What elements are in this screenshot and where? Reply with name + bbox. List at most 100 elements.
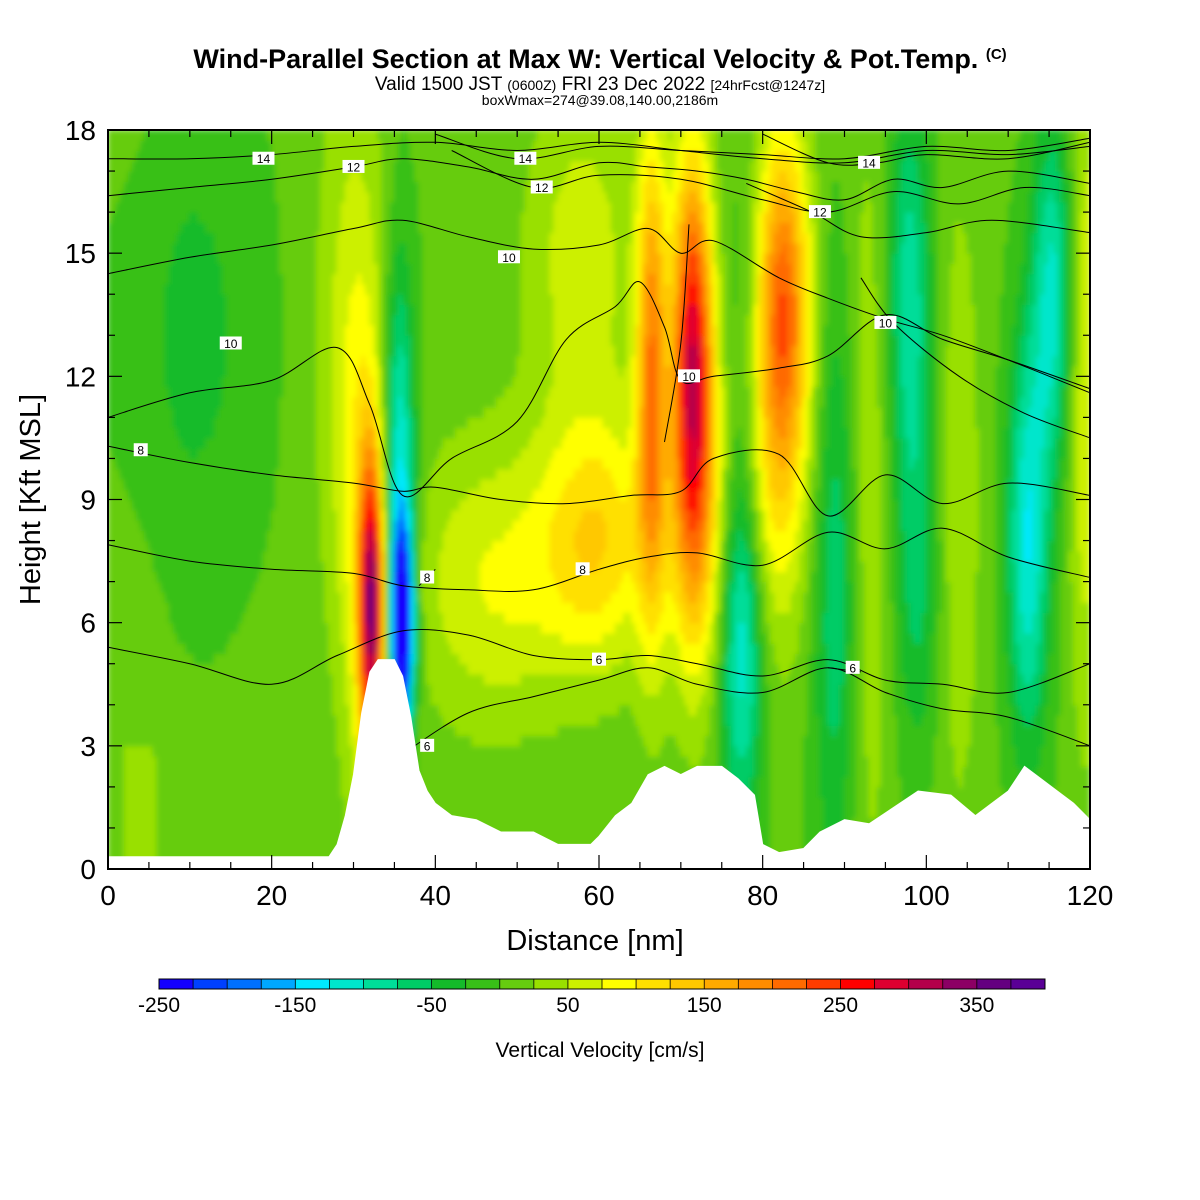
velocity-cell	[156, 293, 162, 306]
velocity-cell	[131, 324, 138, 336]
velocity-cell	[136, 437, 142, 449]
velocity-cell	[108, 324, 113, 336]
velocity-cell	[140, 334, 146, 347]
velocity-cell	[111, 611, 117, 624]
velocity-cell	[148, 324, 154, 336]
velocity-cell	[148, 755, 154, 767]
velocity-cell	[156, 519, 162, 531]
velocity-cell	[119, 365, 125, 377]
velocity-cell	[156, 447, 162, 460]
velocity-cell	[140, 724, 146, 737]
velocity-cell	[160, 837, 166, 850]
velocity-cell	[115, 539, 121, 552]
velocity-cell	[119, 344, 125, 357]
velocity-cell	[148, 355, 154, 367]
velocity-cell	[111, 529, 117, 542]
velocity-cell	[148, 796, 154, 809]
velocity-cell	[119, 509, 125, 521]
velocity-cell	[148, 837, 154, 850]
velocity-cell	[111, 622, 117, 634]
velocity-cell	[136, 130, 142, 141]
velocity-cell	[123, 765, 130, 778]
velocity-cell	[111, 765, 117, 778]
velocity-cell	[108, 139, 113, 152]
velocity-cell	[136, 293, 142, 306]
velocity-cell	[111, 724, 117, 737]
velocity-cell	[119, 581, 125, 593]
velocity-cell	[144, 560, 150, 572]
velocity-cell	[108, 252, 113, 265]
velocity-cell	[119, 693, 125, 706]
velocity-cell	[140, 242, 146, 254]
velocity-cell	[108, 334, 113, 347]
velocity-cell	[152, 468, 158, 480]
velocity-cell	[108, 344, 113, 357]
velocity-cell	[152, 560, 158, 572]
velocity-cell	[144, 827, 150, 839]
velocity-cell	[131, 745, 138, 757]
velocity-cell	[115, 447, 121, 460]
velocity-cell	[111, 314, 117, 326]
velocity-cell	[127, 355, 134, 367]
velocity-cell	[148, 622, 154, 634]
velocity-cell	[123, 355, 130, 367]
velocity-cell	[140, 550, 146, 562]
velocity-cell	[160, 776, 166, 788]
velocity-cell	[127, 673, 134, 685]
velocity-cell	[160, 622, 166, 634]
velocity-cell	[111, 704, 117, 716]
velocity-cell	[136, 273, 142, 285]
velocity-cell	[144, 221, 150, 234]
velocity-cell	[123, 365, 130, 377]
velocity-cell	[148, 170, 154, 182]
velocity-cell	[111, 488, 117, 501]
velocity-cell	[144, 570, 150, 583]
velocity-cell	[115, 457, 121, 470]
velocity-cell	[111, 601, 117, 614]
velocity-cell	[119, 776, 125, 788]
velocity-cell	[127, 334, 134, 347]
velocity-cell	[148, 806, 154, 819]
velocity-cell	[144, 622, 150, 634]
velocity-cell	[144, 468, 150, 480]
velocity-cell	[156, 683, 162, 696]
velocity-cell	[136, 139, 142, 152]
velocity-cell	[136, 396, 142, 408]
velocity-cell	[115, 601, 121, 614]
velocity-cell	[127, 714, 134, 726]
velocity-cell	[127, 776, 134, 788]
velocity-cell	[152, 591, 158, 603]
velocity-cell	[144, 385, 150, 398]
velocity-cell	[127, 180, 134, 193]
velocity-cell	[119, 622, 125, 634]
velocity-cell	[136, 581, 142, 593]
velocity-cell	[160, 632, 166, 644]
velocity-cell	[131, 570, 138, 583]
velocity-cell	[140, 375, 146, 388]
velocity-cell	[123, 683, 130, 696]
velocity-cell	[144, 344, 150, 357]
velocity-cell	[123, 663, 130, 675]
velocity-cell	[148, 468, 154, 480]
velocity-cell	[111, 745, 117, 757]
velocity-cell	[156, 457, 162, 470]
velocity-cell	[152, 283, 158, 295]
velocity-cell	[160, 827, 166, 839]
velocity-cell	[115, 303, 121, 316]
velocity-cell	[115, 273, 121, 285]
velocity-cell	[144, 375, 150, 388]
velocity-cell	[123, 334, 130, 347]
velocity-cell	[108, 221, 113, 234]
velocity-cell	[119, 385, 125, 398]
velocity-cell	[144, 498, 150, 511]
velocity-cell	[115, 509, 121, 521]
velocity-cell	[131, 693, 138, 706]
velocity-cell	[127, 539, 134, 552]
velocity-cell	[148, 509, 154, 521]
velocity-cell	[119, 160, 125, 172]
velocity-cell	[108, 663, 113, 675]
velocity-cell	[160, 817, 166, 829]
velocity-cell	[115, 550, 121, 562]
velocity-cell	[152, 252, 158, 265]
